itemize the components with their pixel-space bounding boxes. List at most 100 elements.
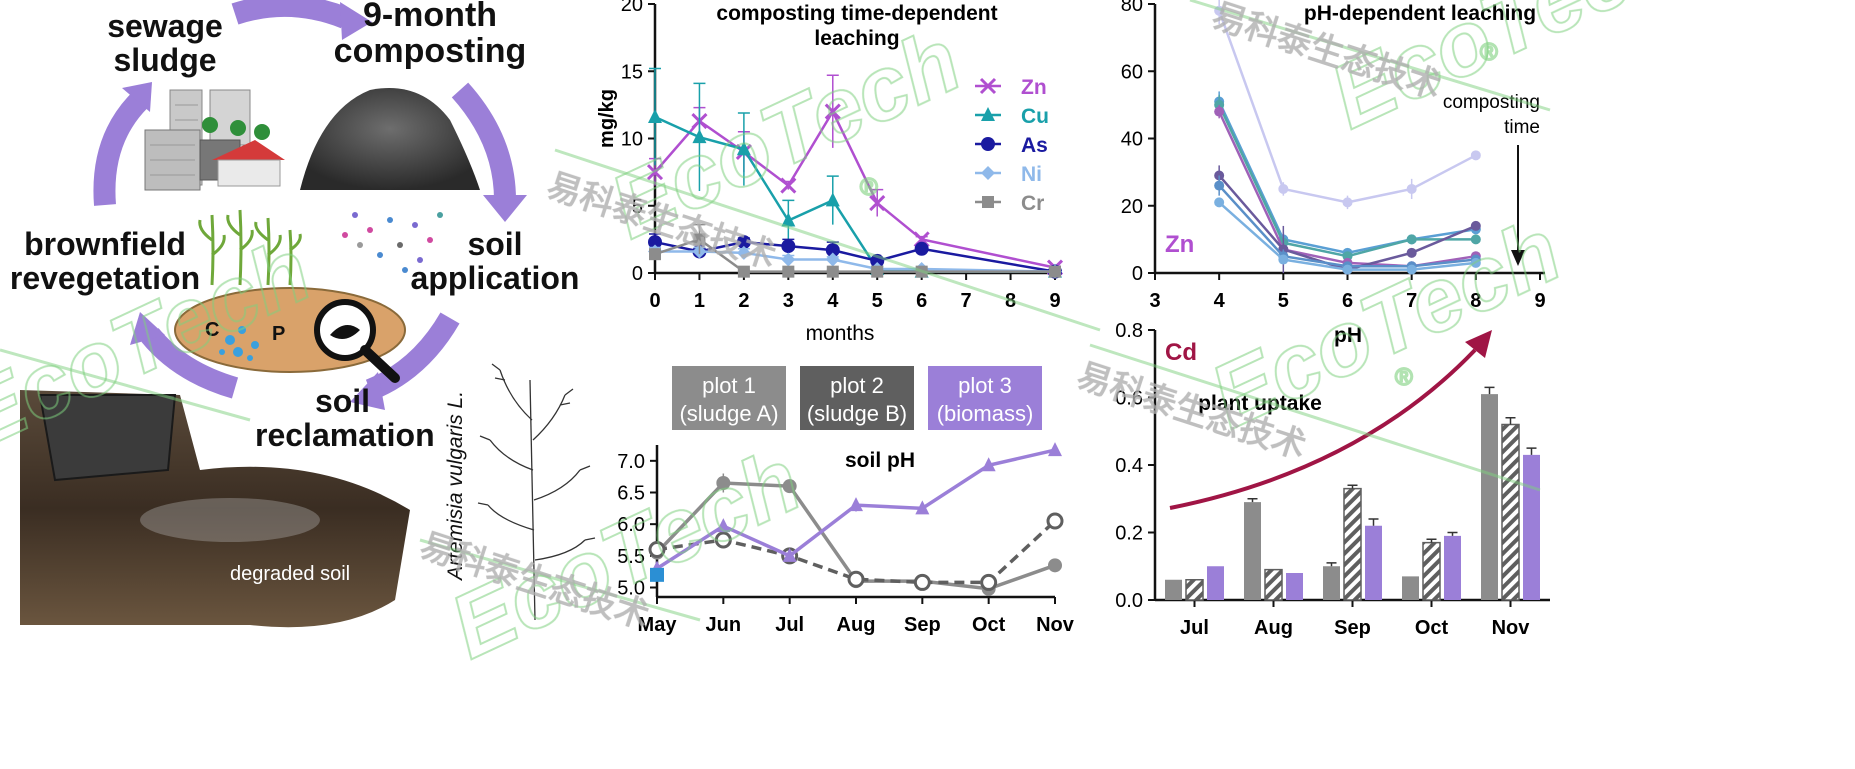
data-point-Cr	[1049, 265, 1061, 278]
x-tick-label: 0	[649, 290, 660, 312]
data-point-Cu	[825, 192, 840, 207]
bar-Oct-0	[1402, 576, 1419, 600]
data-point	[716, 476, 731, 490]
legend-label-Ni: Ni	[1021, 163, 1042, 186]
bar-Oct-1	[1422, 541, 1441, 601]
legend-label-As: As	[1021, 134, 1048, 157]
x-tick-label: Jun	[706, 614, 742, 636]
x-tick-label: Jul	[1180, 617, 1209, 639]
data-point-Ni	[736, 245, 751, 260]
data-point-Cr	[782, 265, 795, 278]
error-bar	[1505, 417, 1516, 425]
y-tick-label: 5.0	[617, 578, 645, 600]
error-bar	[1526, 447, 1537, 455]
data-point	[1406, 234, 1417, 245]
label-sewage-sludge: sewage sludge	[107, 8, 223, 78]
data-point-Cr	[826, 265, 839, 278]
data-point	[782, 479, 797, 494]
data-point	[1406, 183, 1417, 194]
data-point	[981, 457, 996, 472]
label-soil-application: soil application	[410, 226, 580, 296]
bar-Jul-0	[1165, 579, 1182, 600]
x-tick-label: 4	[1214, 290, 1226, 312]
label-composting: 9-month composting	[333, 0, 527, 70]
bar-Jul-2	[1207, 566, 1224, 600]
arrowhead-3	[350, 372, 385, 410]
data-point-Cr	[737, 265, 750, 278]
bar-Aug-2	[1286, 573, 1303, 600]
series-line-Zn	[654, 108, 1056, 269]
arrowhead-5	[122, 82, 152, 112]
series-line	[1218, 100, 1477, 255]
bar-Jul-1	[1185, 579, 1204, 601]
bar-Aug-0	[1244, 502, 1261, 600]
x-tick-label: Sep	[1334, 617, 1371, 639]
artemisia-illustration	[477, 363, 596, 621]
label-brownfield: brownfield revegetation	[9, 226, 201, 296]
species-label: Artemisia vulgaris L.	[444, 391, 467, 582]
chart-ph-leaching: 0 20 40 60 80 3 4 5 6 7 8 9 pH pH-dependent leaching Z…	[1121, 0, 1546, 347]
x-tick-label: 2	[738, 290, 749, 312]
series-line	[1218, 104, 1476, 258]
y-tick-label: 5	[632, 196, 643, 218]
legend-plot-2: plot 2 (sludge B)	[800, 366, 914, 430]
buildings-illustration	[144, 89, 285, 191]
annotation-arrowhead	[1511, 250, 1525, 266]
arrowhead-2	[483, 195, 527, 222]
arrow-to-sludge	[93, 92, 149, 206]
panel-label: Cd	[1165, 339, 1197, 366]
chart-soil-ph: 5.0 5.5 6.0 6.5 7.0 May Jun Jul Aug Sep Oct Nov soil…	[617, 442, 1075, 636]
y-tick-label: 15	[621, 61, 643, 83]
y-tick-label: 80	[1121, 0, 1143, 16]
y-tick-label: 0.0	[1115, 590, 1143, 612]
data-point	[1470, 150, 1481, 161]
x-tick-label: 9	[1534, 290, 1545, 312]
y-tick-label: 60	[1121, 61, 1143, 83]
chart-plant-uptake: 0.0 0.2 0.4 0.6 0.8 plant uptake Cd Jul Aug Sep Oc…	[1115, 320, 1550, 639]
data-point-Cr	[649, 248, 661, 261]
data-point-Cr	[693, 233, 706, 246]
data-point	[913, 573, 931, 591]
y-tick-label: 20	[1121, 196, 1143, 218]
soil-c-label: C	[205, 319, 219, 341]
y-tick-label: 0	[632, 263, 643, 285]
extra-data-point	[650, 567, 664, 582]
panel-label: Zn	[1165, 231, 1194, 258]
bar-Sep-0	[1323, 566, 1340, 600]
series-3	[1214, 104, 1481, 272]
degraded-soil-label: degraded soil	[230, 563, 350, 585]
y-tick-label: 0.4	[1115, 455, 1143, 477]
series-6	[1214, 197, 1481, 275]
x-tick-label: 3	[783, 290, 794, 312]
data-point	[1048, 558, 1062, 573]
y-tick-label: 20	[621, 0, 643, 16]
data-point	[716, 518, 731, 533]
x-tick-label: Jul	[775, 614, 804, 636]
error-bar	[1447, 531, 1458, 536]
arrowhead-4	[130, 312, 165, 345]
x-tick-label: 5	[872, 290, 883, 312]
data-point-Cr	[915, 265, 928, 278]
chart-leaching-time: 0 5 10 15 20 0 1 2 3 4 5 6 7 8 9 months mg/kg composting …	[596, 0, 1064, 345]
label-soil-reclamation: soil reclamation	[255, 383, 435, 453]
x-tick-label: Nov	[1036, 614, 1075, 636]
x-tick-label: 7	[1406, 290, 1417, 312]
annotation-line1: composting	[1443, 92, 1540, 113]
series-1	[648, 512, 1064, 591]
y-tick-label: 6.5	[617, 483, 645, 505]
data-point-Cu	[648, 108, 662, 123]
particle-cloud	[342, 212, 443, 273]
x-tick-label: 6	[916, 290, 927, 312]
error-bar	[1247, 498, 1258, 503]
y-tick-label: 0.6	[1115, 388, 1143, 410]
chart-title: plant uptake	[1198, 392, 1322, 415]
compost-heap	[300, 88, 480, 190]
x-tick-label: Oct	[1415, 617, 1449, 639]
data-point	[782, 547, 797, 562]
y-tick-label: 6.0	[617, 514, 645, 536]
data-point	[1214, 180, 1225, 191]
chart-title-line2: leaching	[814, 27, 899, 50]
bar-Sep-1	[1343, 487, 1362, 601]
data-point	[1214, 197, 1225, 208]
